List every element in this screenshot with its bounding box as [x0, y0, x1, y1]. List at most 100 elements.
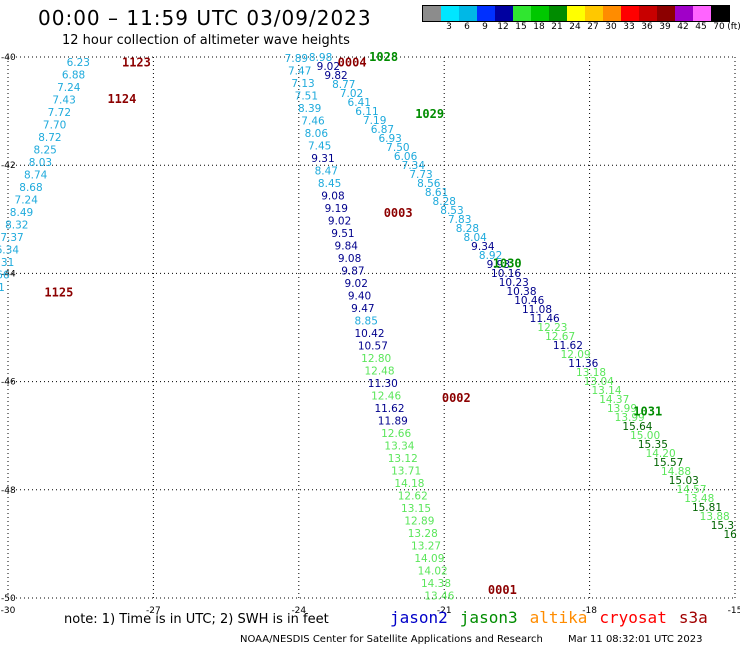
wave-height-value: 8.04	[463, 232, 487, 244]
wave-height-value: 7.83	[448, 214, 471, 226]
legend-label: 39	[659, 22, 671, 32]
wave-height-value: 8.74	[24, 170, 48, 182]
y-tick-label: -50	[1, 594, 16, 604]
wave-height-value: 13.46	[424, 590, 454, 602]
wave-height-value: 8.85	[355, 315, 378, 327]
legend-swatch	[549, 6, 567, 21]
wave-height-value: 10.38	[506, 286, 536, 298]
satellite-legend: jason2 jason3 altika cryosat s3a	[390, 608, 720, 627]
wave-height-value: 14.88	[661, 466, 691, 478]
wave-height-value: 15.64	[622, 421, 652, 433]
wave-height-value: 14.18	[394, 478, 424, 490]
y-tick-label: -40	[1, 53, 16, 63]
wave-height-value: 12.23	[537, 322, 567, 334]
legend-swatch	[693, 6, 711, 21]
wave-height-value: 14.37	[599, 394, 629, 406]
wave-height-value: 8.98	[309, 52, 332, 64]
wave-height-value: 15.03	[669, 475, 699, 487]
wave-height-value: 9.47	[351, 303, 374, 315]
x-tick-label: -21	[437, 606, 452, 616]
legend-label: 3	[446, 22, 452, 32]
x-tick-label: -24	[291, 606, 306, 616]
satellite-name: jason3	[459, 608, 518, 627]
legend-unit-label: (ft)	[727, 22, 740, 32]
wave-height-value: 7.13	[291, 78, 314, 90]
wave-height-value: 9.84	[335, 240, 359, 252]
wave-height-value: 7.34	[402, 160, 426, 172]
wave-height-value: 11.08	[522, 304, 552, 316]
wave-height-value: 8.61	[425, 187, 448, 199]
color-legend-bar	[422, 5, 730, 22]
legend-swatch	[603, 6, 621, 21]
wave-height-value: 12.09	[561, 349, 591, 361]
wave-height-value: 7.51	[295, 91, 318, 103]
pass-time-label: 0001	[488, 583, 517, 597]
pass-time-label: 0004	[338, 55, 367, 69]
legend-swatch	[675, 6, 693, 21]
legend-label: 33	[623, 22, 635, 32]
legend-label: 42	[677, 22, 689, 32]
wave-height-value: 13.14	[591, 385, 621, 397]
wave-height-value: 12.89	[404, 515, 434, 527]
wave-height-value: 7.45	[308, 141, 331, 153]
wave-height-value: 9.08	[338, 253, 361, 265]
wave-height-value: 8.32	[5, 220, 28, 232]
y-tick-label: -44	[1, 269, 16, 279]
wave-height-value: 15.3	[711, 520, 734, 532]
wave-height-value: 8.47	[315, 166, 338, 178]
legend-swatch	[477, 6, 495, 21]
wave-height-value: 8.56	[417, 178, 441, 190]
wave-height-value: 7.02	[340, 88, 363, 100]
wave-height-value: 9.34	[471, 241, 495, 253]
wave-height-value: 8.06	[305, 128, 329, 140]
wave-height-value: 6.41	[348, 97, 371, 109]
legend-swatch	[495, 6, 513, 21]
wave-height-value: 5.66	[0, 270, 10, 282]
wave-height-value: 6.87	[371, 124, 394, 136]
y-tick-label: -42	[1, 161, 16, 171]
legend-label: 21	[551, 22, 563, 32]
wave-height-value: 10.57	[358, 340, 388, 352]
legend-swatch	[441, 6, 459, 21]
wave-height-value: 13.99	[607, 403, 637, 415]
x-tick-label: -18	[582, 606, 597, 616]
wave-height-value: 16	[723, 529, 737, 541]
wave-height-value: 6.23	[67, 57, 90, 69]
wave-height-value: 14.09	[414, 553, 444, 565]
satellite-name: cryosat	[599, 608, 667, 627]
legend-label: 6	[464, 22, 470, 32]
legend-swatch	[711, 6, 729, 21]
wave-height-value: 11.62	[553, 340, 583, 352]
wave-height-value: 13.34	[384, 440, 414, 452]
x-tick-label: -30	[1, 606, 16, 616]
wave-height-value: 15.35	[638, 439, 668, 451]
wave-height-value: 6.88	[62, 69, 85, 81]
wave-height-value: 8.53	[440, 205, 463, 217]
wave-height-value: 13.88	[700, 511, 730, 523]
wave-height-value: 8.28	[456, 223, 479, 235]
pass-time-label: 0003	[384, 206, 413, 220]
wave-height-value: 7.37	[0, 232, 23, 244]
legend-label: 45	[695, 22, 707, 32]
wave-height-value: 6.11	[355, 106, 378, 118]
wave-height-value: 9.40	[348, 290, 371, 302]
legend-label: 15	[515, 22, 527, 32]
pass-time-label: 1029	[415, 107, 444, 121]
wave-height-value: 8.25	[33, 145, 56, 157]
wave-height-value: 8.45	[318, 178, 341, 190]
x-tick-label: -15	[728, 606, 740, 616]
legend-label: 18	[533, 22, 545, 32]
wave-height-value: 9.31	[311, 153, 334, 165]
wave-height-value: 14.57	[676, 484, 706, 496]
pass-time-label: 1031	[633, 404, 662, 418]
wave-height-value: 13.12	[388, 453, 418, 465]
credit-text: NOAA/NESDIS Center for Satellite Applica…	[240, 634, 543, 645]
satellite-name: altika	[529, 608, 588, 627]
legend-label: 70	[713, 22, 725, 32]
wave-height-value: 9.02	[328, 215, 351, 227]
wave-height-value: 9.08	[321, 191, 344, 203]
wave-height-value: 12.80	[361, 353, 391, 365]
legend-swatch	[531, 6, 549, 21]
